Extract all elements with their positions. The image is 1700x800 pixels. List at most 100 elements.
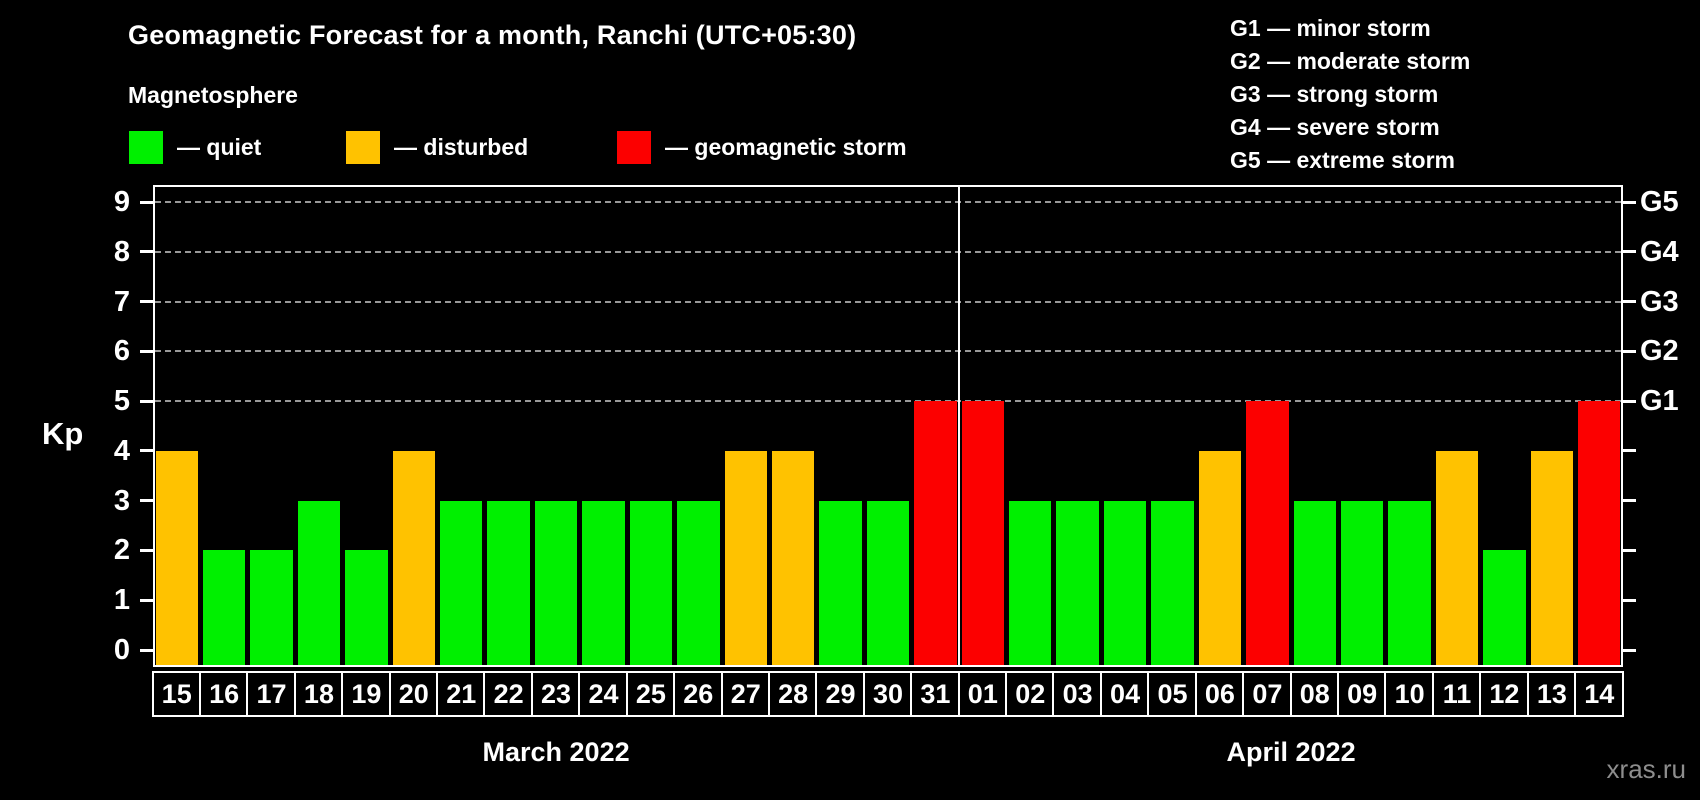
y-axis-tick (140, 250, 153, 254)
y-axis-title: Kp (42, 415, 84, 451)
y-axis-tick (140, 598, 153, 602)
gridline (155, 201, 1621, 203)
y-axis-label: 5 (113, 385, 130, 418)
g-axis-tick (1623, 449, 1636, 453)
kp-bar (914, 401, 957, 667)
day-label: 17 (246, 671, 297, 717)
magnetosphere-label: Magnetosphere (128, 82, 298, 108)
g-axis-label: G4 (1640, 235, 1679, 268)
day-label: 16 (198, 671, 250, 717)
gridline (155, 300, 1621, 303)
storm-swatch-icon (617, 131, 651, 164)
kp-bar (1340, 500, 1384, 667)
kp-bar (866, 500, 910, 667)
g-axis-tick (1623, 349, 1636, 353)
kp-bar (155, 450, 198, 667)
kp-bar (1530, 450, 1574, 667)
kp-bar (771, 450, 815, 667)
day-label: 20 (388, 671, 439, 717)
kp-bar (1056, 500, 1099, 667)
day-label: 24 (578, 671, 629, 717)
kp-bar (1246, 401, 1289, 667)
gridline (155, 250, 1621, 253)
kp-bar (1483, 550, 1526, 667)
day-label: 26 (673, 671, 724, 717)
legend-label-storm: — geomagnetic storm (665, 134, 907, 160)
kp-bar (392, 450, 435, 667)
quiet-swatch-icon (129, 131, 163, 164)
kp-bar (1388, 500, 1431, 667)
page-title: Geomagnetic Forecast for a month, Ranchi… (128, 20, 857, 50)
day-label: 10 (1384, 671, 1435, 717)
y-axis-tick (140, 648, 153, 652)
kp-bar (534, 500, 578, 667)
y-axis-label: 2 (113, 534, 130, 567)
kp-bar (1435, 450, 1479, 667)
day-label: 31 (910, 671, 961, 717)
day-label: 29 (815, 671, 866, 717)
watermark: xras.ru (1606, 754, 1686, 784)
day-label: 18 (293, 671, 345, 717)
kp-bar (677, 500, 720, 667)
month-label: March 2022 (482, 737, 630, 767)
legend-item-storm: — geomagnetic storm (617, 131, 907, 164)
day-label: 25 (625, 671, 677, 717)
g-scale-legend-line-g4: G4 — severe storm (1230, 114, 1440, 140)
y-axis-label: 4 (113, 434, 130, 467)
y-axis-label: 7 (113, 285, 130, 318)
kp-bar (1151, 500, 1194, 667)
day-label: 07 (1242, 671, 1293, 717)
g-axis-tick (1623, 598, 1636, 602)
kp-bar (487, 500, 530, 667)
kp-bar (345, 550, 388, 667)
g-axis-tick (1623, 200, 1636, 204)
g-axis-tick (1623, 499, 1636, 503)
g-axis-tick (1623, 300, 1636, 304)
kp-bar (1578, 401, 1621, 667)
day-label: 12 (1479, 671, 1530, 717)
y-axis-tick (140, 449, 153, 453)
day-label: 02 (1005, 671, 1056, 717)
y-axis-tick (140, 499, 153, 503)
g-axis-label: G5 (1640, 186, 1679, 218)
legend-item-quiet: — quiet (129, 131, 261, 164)
kp-bar (724, 450, 767, 667)
g-axis-tick (1623, 399, 1636, 403)
y-axis-label: 1 (113, 584, 130, 617)
legend-label-disturbed: — disturbed (394, 134, 529, 160)
y-axis-tick (140, 548, 153, 552)
day-label: 01 (957, 671, 1009, 717)
day-label: 30 (862, 671, 914, 717)
kp-bar (819, 500, 862, 667)
gridline (155, 400, 1621, 403)
day-label: 08 (1289, 671, 1340, 717)
y-axis-label: 9 (113, 186, 130, 218)
day-label: 03 (1052, 671, 1103, 717)
day-label: 22 (483, 671, 534, 717)
kp-bar (440, 500, 483, 667)
kp-bar (1103, 500, 1147, 667)
y-axis-tick (140, 399, 153, 403)
day-label: 21 (436, 671, 487, 717)
g-axis-label: G2 (1640, 335, 1679, 368)
day-label: 04 (1099, 671, 1151, 717)
day-label: 14 (1574, 671, 1625, 717)
y-axis-label: 0 (113, 634, 130, 666)
month-divider (958, 185, 961, 667)
day-label: 23 (530, 671, 582, 717)
disturbed-swatch-icon (346, 131, 380, 164)
g-axis-label: G3 (1640, 285, 1679, 318)
day-label: 06 (1194, 671, 1246, 717)
g-scale-legend: G1 — minor storm G2 — moderate storm G3 … (1230, 12, 1470, 177)
g-axis-tick (1623, 250, 1636, 254)
g-axis-tick (1623, 648, 1636, 652)
y-axis-label: 8 (113, 235, 130, 268)
day-label: 11 (1431, 671, 1483, 717)
day-label: 28 (767, 671, 819, 717)
g-axis-label: G1 (1640, 385, 1679, 418)
kp-bar (297, 500, 341, 667)
g-scale-legend-line-g3: G3 — strong storm (1230, 81, 1439, 107)
kp-bar (629, 500, 673, 667)
